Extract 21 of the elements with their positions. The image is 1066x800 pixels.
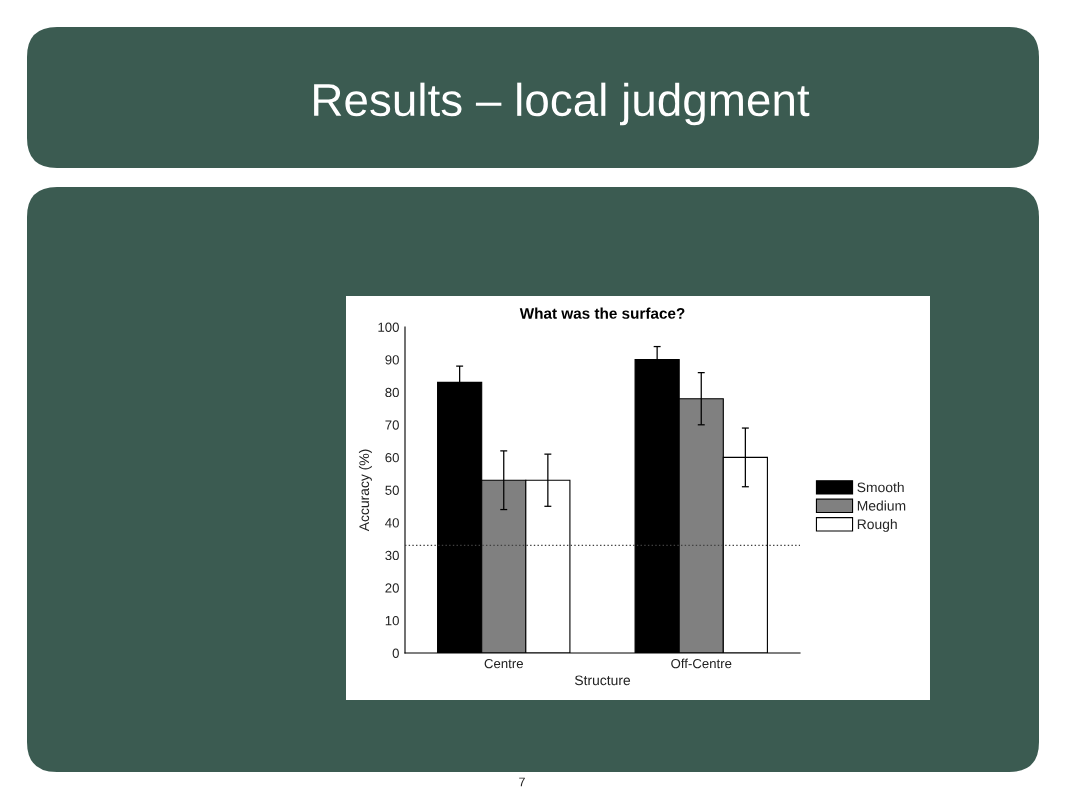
legend-label: Medium (857, 500, 906, 511)
y-tick-label: 30 (385, 550, 399, 561)
y-tick-label: 60 (385, 452, 399, 463)
legend-label: Smooth (857, 482, 904, 493)
y-tick-label: 80 (385, 387, 399, 398)
y-axis-title: Accuracy (%) (358, 449, 372, 532)
x-tick-label: Off-Centre (671, 658, 732, 669)
y-tick-label: 50 (385, 485, 399, 495)
y-tick-label: 90 (385, 355, 399, 365)
legend-label: Rough (857, 518, 897, 532)
x-tick-label: Centre (484, 658, 523, 669)
y-tick-label: 10 (385, 615, 399, 626)
y-tick-label: 70 (385, 420, 399, 430)
y-tick-label: 100 (378, 322, 399, 332)
y-tick-label: 40 (385, 518, 399, 528)
x-axis-title: Structure (574, 675, 631, 686)
text: 7 (519, 777, 525, 787)
chart-title: What was the surface? (519, 307, 685, 319)
text: Results – local judgment (314, 82, 810, 126)
y-tick-label: 0 (392, 648, 399, 658)
y-tick-label: 20 (385, 583, 399, 593)
